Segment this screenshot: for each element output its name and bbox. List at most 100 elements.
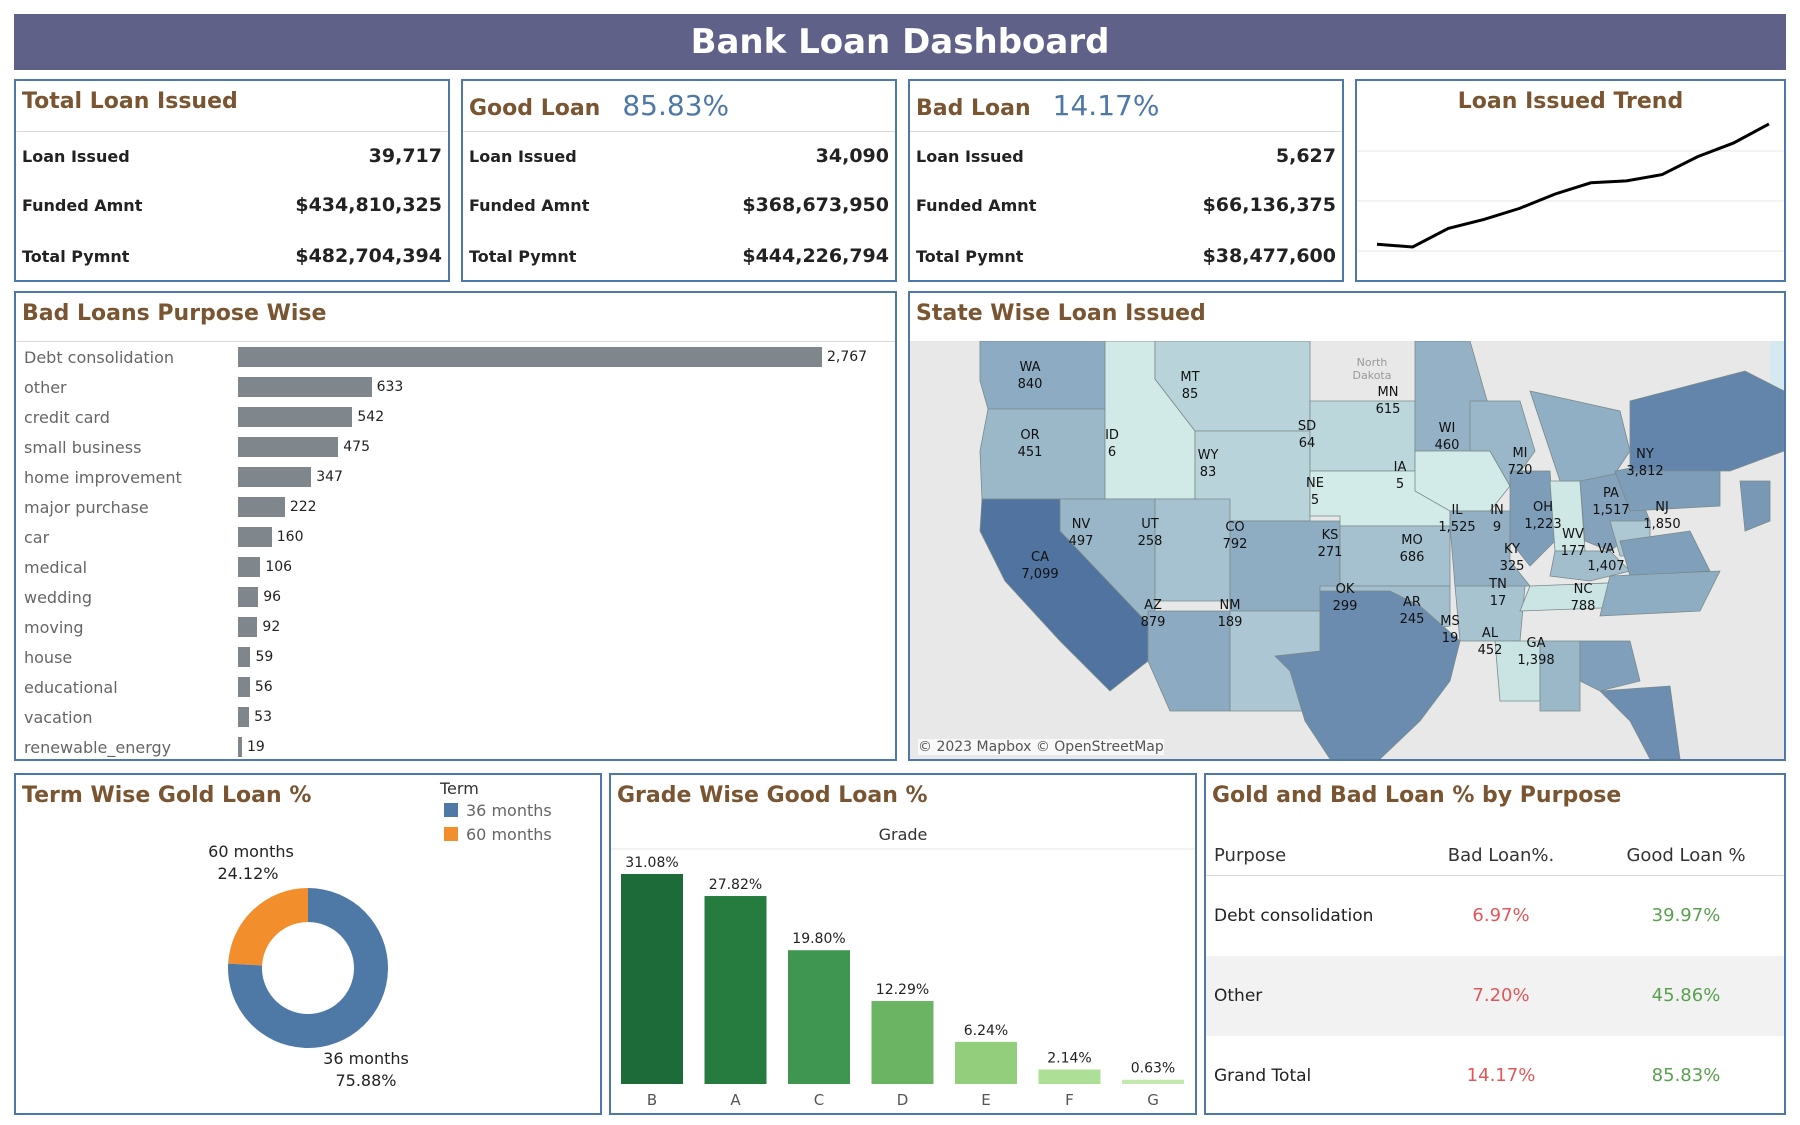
purpose-bar-row: medical 106 [22,555,889,579]
state-code-label: GA [1527,636,1546,651]
kpi-row-label: Funded Amnt [469,196,590,215]
bar-value-label: 92 [262,619,281,635]
state-value-label: 788 [1571,599,1596,614]
state-value-label: 258 [1138,534,1163,549]
kpi-row-label: Total Pymnt [469,247,577,266]
kpi-row-value: $368,673,950 [742,194,889,216]
term-panel: Term Wise Gold Loan % Term 36 months 60 … [14,773,602,1115]
state-value-label: 9 [1493,520,1501,535]
state-az[interactable] [1147,610,1231,712]
state-value-label: 6 [1108,445,1116,460]
bar-value-label: 222 [289,499,317,515]
bar-value-label: 19.80% [792,931,845,947]
table-row: Grand Total 14.17% 85.83% [1206,1036,1784,1112]
state-ut[interactable] [1154,498,1231,602]
trend-title: Loan Issued Trend [1457,89,1684,114]
state-value-label: 7,099 [1021,567,1058,582]
state-ga[interactable] [1579,640,1641,692]
state-value-label: 271 [1318,545,1343,560]
kpi-good-title-text: Good Loan [469,96,601,121]
state-value-label: 5 [1396,477,1404,492]
bar-category-label: moving [24,618,84,637]
grade-bar [1038,1069,1101,1084]
state-code-label: IA [1394,460,1407,475]
state-fl[interactable] [1599,685,1681,759]
grade-bar-chart: 31.08% B 27.82% A 19.80% C 12.29% D 6.24% E 2.14% F… [611,848,1195,1109]
state-code-label: AZ [1144,598,1162,613]
column-header: Bad Loan%. [1447,845,1555,866]
state-value-label: 615 [1376,402,1401,417]
bar-category-label: home improvement [24,468,182,487]
state-nc[interactable] [1599,570,1721,617]
purpose-bar-row: credit card 542 [22,405,889,429]
bar-value-label: 31.08% [625,855,678,871]
dashboard-title: Bank Loan Dashboard [14,14,1786,70]
purpose-bar [238,587,259,607]
grade-panel: Grade Wise Good Loan % Grade 31.08% B 27.8… [609,773,1197,1115]
purpose-bar-row: moving 92 [22,615,889,639]
state-value-label: 720 [1508,463,1533,478]
kpi-bad-title-text: Bad Loan [916,96,1031,121]
bar-category-label: educational [24,678,118,697]
kpi-row-value: 39,717 [368,145,442,167]
bar-category-label: B [647,1091,657,1109]
state-code-label: KY [1504,542,1520,557]
state-value-label: 64 [1299,436,1316,451]
kpi-row-label: Loan Issued [916,147,1024,166]
grade-axis-title: Grade [878,825,928,844]
legend-swatch [444,803,458,817]
state-ny[interactable] [1629,370,1784,472]
state-or[interactable] [979,408,1106,500]
table-header: Purpose Bad Loan%. Good Loan % [1206,845,1784,875]
kpi-row-value: $434,810,325 [295,194,442,216]
kpi-row-value: 34,090 [815,145,889,167]
bar-value-label: 0.63% [1131,1061,1175,1077]
state-value-label: 452 [1478,643,1503,658]
bar-category-label: E [981,1091,990,1109]
state-ks[interactable] [1339,525,1451,587]
kpi-row-value: $66,136,375 [1202,194,1336,216]
state-value-label: 83 [1200,465,1217,480]
purpose-title: Bad Loans Purpose Wise [22,301,327,326]
state-ca[interactable] [979,498,1156,692]
state-va[interactable] [1619,530,1711,577]
bar-value-label: 59 [255,649,274,665]
kpi-row: Funded Amnt $368,673,950 [469,194,889,216]
bar-category-label: C [814,1091,824,1109]
bar-category-label: Debt consolidation [24,348,175,367]
grade-bar [1122,1079,1184,1084]
kpi-total-title-text: Total Loan Issued [22,89,238,114]
bar-category-label: car [24,528,50,547]
purpose-bar-row: educational 56 [22,675,889,699]
bar-category-label: medical [24,558,88,577]
bar-value-label: 106 [265,559,293,575]
table-row: Debt consolidation 6.97% 39.97% [1206,876,1784,956]
kpi-total-panel: Total Loan Issued Loan Issued 39,717 Fund… [14,79,450,282]
state-tx[interactable] [1274,590,1461,759]
purpose-bar [238,467,312,487]
kpi-row-label: Loan Issued [22,147,130,166]
state-code-label: AL [1482,626,1499,641]
state-value-label: 460 [1435,438,1460,453]
state-code-label: WY [1198,448,1219,463]
state-code-label: WI [1439,421,1456,436]
state-al[interactable] [1539,640,1581,712]
purpose-bar [238,497,285,517]
state-code-label: PA [1603,486,1619,501]
bad-percent-cell: 7.20% [1472,985,1530,1006]
purpose-bar [238,707,250,727]
grade-title: Grade Wise Good Loan % [617,783,928,808]
state-code-label: CA [1031,550,1049,565]
kpi-good-title: Good Loan 85.83% [469,89,729,122]
divider [16,131,448,132]
state-wa[interactable] [979,341,1106,410]
bar-value-label: 19 [247,739,265,755]
purpose-bar [238,377,372,397]
bad-loan-percent: 14.17% [1052,89,1160,122]
slice-category-label: 36 months [323,1049,409,1068]
purpose-cell: Grand Total [1214,1066,1312,1086]
state-nj[interactable] [1739,480,1771,532]
state-code-label: IL [1451,503,1463,518]
state-value-label: 85 [1182,387,1199,402]
state-il[interactable] [1509,470,1556,567]
